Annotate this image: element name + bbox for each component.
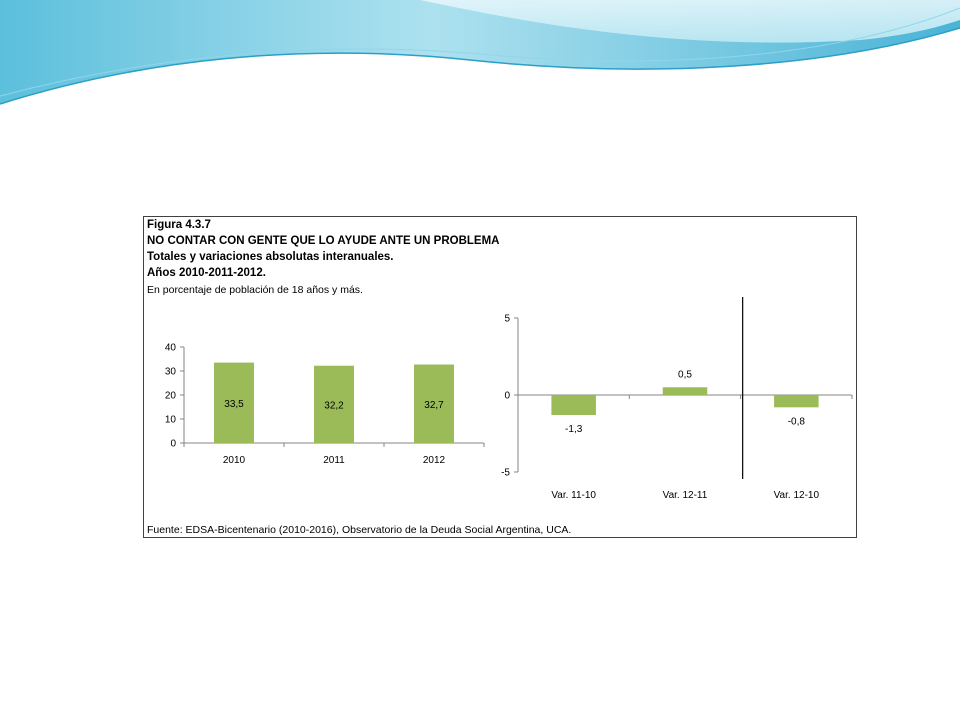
y-tick-label: 40 xyxy=(165,343,177,354)
data-label: 32,7 xyxy=(424,400,444,411)
bar-2012 xyxy=(414,364,454,443)
source-note: Fuente: EDSA-Bicentenario (2010-2016), O… xyxy=(147,524,572,536)
decorative-wave-banner xyxy=(0,0,960,105)
figure-subtitle: Totales y variaciones absolutas interanu… xyxy=(147,251,394,263)
bar-2011 xyxy=(314,365,354,443)
totals-bar-chart: 0 10 20 30 40 33,5 2010 32,2 2011 32,7 2012 xyxy=(165,343,485,466)
figure-units: En porcentaje de población de 18 años y … xyxy=(147,284,363,296)
data-label: -1,3 xyxy=(565,424,583,435)
y-tick-label: 0 xyxy=(504,391,510,402)
y-tick-label: 5 xyxy=(504,314,510,325)
bar-Var-11-10 xyxy=(551,395,596,416)
figure-years: Años 2010-2011-2012. xyxy=(147,267,266,279)
bar-2010 xyxy=(214,362,254,443)
y-tick-label: 20 xyxy=(165,391,177,402)
category-label: Var. 11-10 xyxy=(551,490,596,501)
data-label: 32,2 xyxy=(324,400,344,411)
bar-Var-12-11 xyxy=(662,387,708,395)
y-tick-label: -5 xyxy=(501,468,510,479)
data-label: -0,8 xyxy=(788,416,806,427)
variations-bar-chart: -5 0 5 -1,3 Var. 11-10 0,5 Var. 12-11 -0,8 Var. … xyxy=(501,297,853,501)
data-label: 33,5 xyxy=(224,399,244,410)
y-tick-label: 10 xyxy=(165,415,177,426)
category-label: Var. 12-10 xyxy=(774,490,820,501)
data-label: 0,5 xyxy=(678,369,692,380)
bar-Var-12-10 xyxy=(774,395,819,408)
category-label: 2010 xyxy=(223,455,246,466)
category-label: Var. 12-11 xyxy=(663,490,708,501)
y-tick-label: 0 xyxy=(170,439,176,450)
figure-number: Figura 4.3.7 xyxy=(147,219,211,231)
y-tick-label: 30 xyxy=(165,367,177,378)
category-label: 2012 xyxy=(423,455,446,466)
category-label: 2011 xyxy=(323,455,345,466)
figure-title: NO CONTAR CON GENTE QUE LO AYUDE ANTE UN… xyxy=(147,235,500,247)
figure-panel: Figura 4.3.7 NO CONTAR CON GENTE QUE LO … xyxy=(143,216,857,538)
